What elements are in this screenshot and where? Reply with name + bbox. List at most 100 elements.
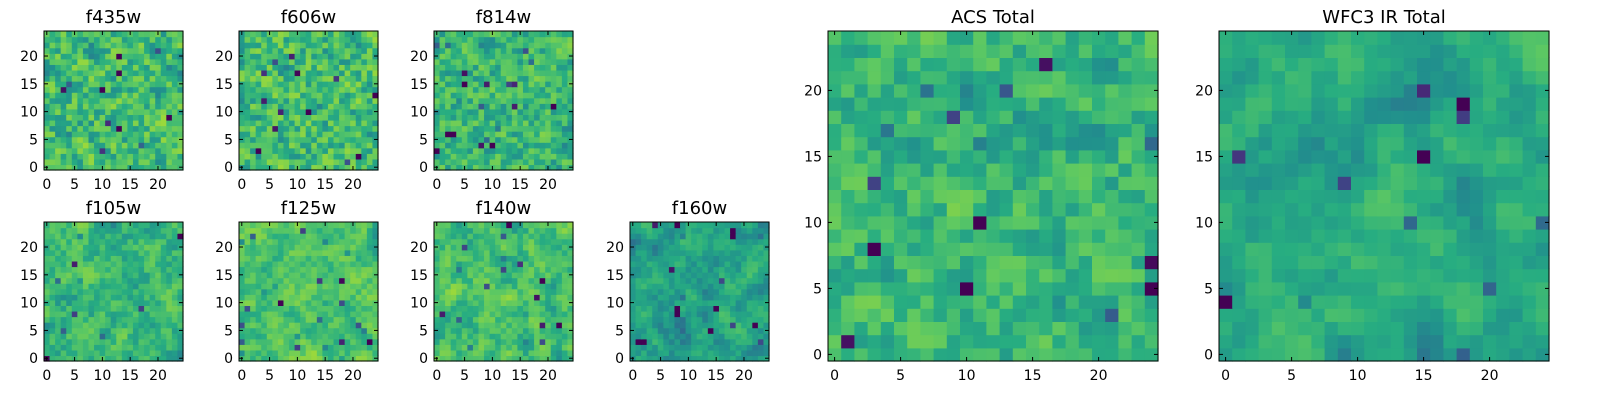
heatmap-cell [478,92,485,99]
heatmap-cell [1065,334,1080,349]
heatmap-cell [567,260,574,268]
heatmap-cell [261,36,268,43]
heatmap-cell [366,103,374,110]
heatmap-cell [450,158,457,166]
heatmap-cell [746,277,753,284]
heatmap-cell [567,69,574,77]
heatmap-cell [567,344,574,351]
heatmap-cell [545,42,552,49]
heatmap-cell [294,310,301,318]
heatmap-cell [372,142,379,149]
heatmap-cell [500,147,507,154]
heatmap-cell [110,272,117,279]
heatmap-cell [71,283,78,290]
heatmap-cell [322,36,329,43]
heatmap-cell [244,222,251,229]
heatmap-cell [372,344,379,351]
heatmap-cell [49,108,56,115]
heatmap-cell [144,344,151,351]
heatmap-cell [283,244,290,251]
heatmap-cell [166,92,173,99]
heatmap-cell [500,238,507,245]
heatmap-cell [99,272,106,279]
heatmap-cell [350,327,357,334]
heatmap-cell [841,255,855,270]
heatmap-cell [149,327,156,334]
heatmap-cell [528,69,535,77]
heatmap-cell [646,260,653,268]
heatmap-cell [439,75,446,82]
heatmap-cell [907,242,921,256]
heatmap-cell [1065,281,1080,296]
heatmap-cell [472,158,480,166]
heatmap-cell [99,69,106,77]
heatmap-cell [561,338,569,345]
heatmap-cell [506,272,513,279]
heatmap-cell [311,153,318,160]
heatmap-cell [960,176,974,190]
heatmap-cell [71,97,78,104]
heatmap-cell [327,53,335,60]
heatmap-cell [138,64,145,71]
heatmap-cell [495,266,502,273]
heatmap-cell [702,322,709,329]
heatmap-cell [539,119,546,127]
heatmap-cell [327,260,335,268]
heatmap-cell [472,97,480,104]
heatmap-cell [500,69,507,77]
heatmap-cell [920,255,935,270]
heatmap-cell [166,305,173,312]
heatmap-cell [528,158,535,166]
heatmap-cell [484,86,491,93]
heatmap-cell [272,255,279,262]
heatmap-cell [344,255,351,262]
heatmap-cell [266,288,273,295]
heatmap-cell [171,153,179,160]
heatmap-cell [316,249,323,256]
heatmap-cell [696,316,703,323]
heatmap-cell [746,322,753,329]
heatmap-cell [668,283,676,290]
heatmap-cell [66,58,73,65]
x-tick-label: 15 [707,368,725,384]
heatmap-cell [289,64,296,71]
heatmap-cell [500,338,507,345]
heatmap-cell [1144,176,1159,190]
heatmap-cell [635,238,642,245]
heatmap-cell [277,86,285,93]
heatmap-cell [277,355,285,362]
heatmap-cell [138,260,145,268]
heatmap-cell [138,53,145,60]
heatmap-cell [155,75,162,82]
heatmap-cell [77,142,84,149]
heatmap-cell [933,295,948,309]
heatmap-cell [71,158,78,166]
heatmap-cell [489,131,496,138]
heatmap-cell [450,136,457,143]
heatmap-cell [350,92,357,99]
heatmap-cell [567,119,574,127]
heatmap-cell [366,244,374,251]
heatmap-cell [439,227,446,234]
heatmap-cell [339,75,346,82]
heatmap-cell [635,327,642,334]
heatmap-cell [511,355,518,362]
heatmap-cell [561,272,569,279]
heatmap-cell [289,119,296,127]
heatmap-cell [841,295,855,309]
heatmap-cell [545,75,552,82]
heatmap-cell [300,316,307,323]
heatmap-cell [746,288,753,295]
heatmap-cell [1105,176,1119,190]
heatmap-cell [528,316,535,323]
heatmap-cell [702,344,709,351]
heatmap-cell [511,249,518,256]
heatmap-cell [138,272,145,279]
heatmap-cell [1026,295,1040,309]
heatmap-cell [920,268,935,283]
heatmap-cell [556,64,563,71]
heatmap-cell [366,125,374,132]
heatmap-cell [663,255,670,262]
heatmap-cell [261,131,268,138]
heatmap-cell [255,310,262,318]
